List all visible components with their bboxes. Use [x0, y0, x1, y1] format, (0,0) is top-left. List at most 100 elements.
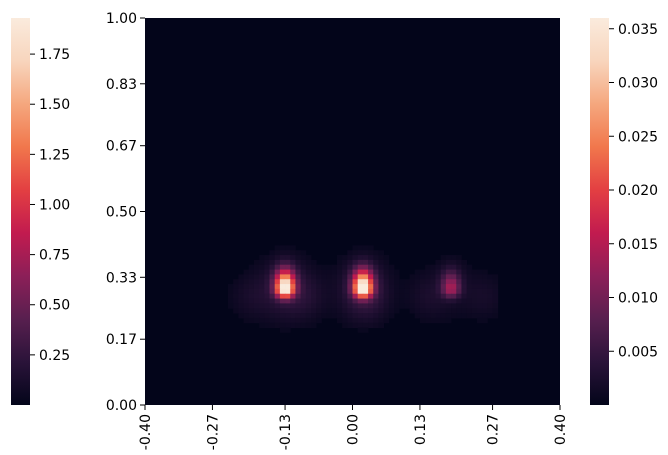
heatmap-cell	[430, 303, 436, 309]
heatmap-cell	[352, 313, 359, 319]
heatmap-cell	[414, 313, 421, 319]
heatmap-cell	[311, 317, 317, 324]
heatmap-cell	[347, 284, 353, 290]
colorbar-tick-label: 1.50	[39, 97, 70, 113]
heatmap-cell	[362, 313, 369, 319]
heatmap-cell	[336, 317, 343, 324]
heatmap-cell	[404, 288, 410, 295]
heatmap-cell	[300, 259, 307, 266]
heatmap-cell	[295, 317, 302, 324]
heatmap-cell	[419, 284, 426, 290]
heatmap-cell	[368, 264, 374, 270]
heatmap-cell	[295, 303, 302, 309]
heatmap-cell	[362, 279, 369, 285]
heatmap-cell	[487, 288, 493, 295]
heatmap-cell	[248, 298, 255, 304]
heatmap-cell	[274, 264, 281, 270]
heatmap-cell	[461, 259, 468, 266]
heatmap-cell	[492, 308, 499, 314]
heatmap-cell	[404, 279, 410, 285]
heatmap-cell	[305, 322, 312, 328]
heatmap-cell	[461, 284, 468, 290]
heatmap-cell	[373, 293, 379, 299]
heatmap-cell	[295, 264, 302, 270]
heatmap-cell	[264, 298, 270, 304]
heatmap-cell	[425, 269, 431, 275]
heatmap-cell	[378, 322, 385, 328]
heatmap-cell	[311, 298, 317, 304]
heatmap-cell	[461, 264, 468, 270]
heatmap-cell	[316, 274, 322, 280]
heatmap-cell	[477, 269, 483, 275]
heatmap-cell	[269, 284, 276, 290]
heatmap-cell	[326, 303, 333, 309]
heatmap-cell	[414, 274, 421, 280]
heatmap-cell	[279, 284, 286, 290]
heatmap-cell	[321, 293, 327, 299]
heatmap-cell	[269, 269, 276, 275]
heatmap-cell	[430, 308, 436, 314]
heatmap-cell	[279, 259, 286, 266]
heatmap-cell	[243, 293, 250, 299]
heatmap-cell	[331, 269, 338, 275]
heatmap-cell	[471, 308, 478, 314]
heatmap-cell	[425, 288, 431, 295]
heatmap-cell	[461, 303, 468, 309]
heatmap-cell	[253, 308, 260, 314]
heatmap-cell	[404, 303, 410, 309]
heatmap-cell	[264, 317, 270, 324]
heatmap-cell	[409, 279, 416, 285]
heatmap-cell	[248, 269, 255, 275]
heatmap-cell	[311, 264, 317, 270]
heatmap-cell	[482, 298, 488, 304]
heatmap-cell	[419, 269, 426, 275]
heatmap-cell	[373, 259, 379, 266]
heatmap-cell	[352, 245, 359, 251]
heatmap-cell	[466, 298, 473, 304]
heatmap-cell	[466, 279, 473, 285]
heatmap-cell	[409, 293, 416, 299]
heatmap-cell	[419, 279, 426, 285]
heatmap-cell	[378, 250, 385, 256]
heatmap-cell	[342, 317, 348, 324]
heatmap-cell	[274, 313, 281, 319]
heatmap-cell	[274, 250, 281, 256]
heatmap-cell	[409, 288, 416, 295]
heatmap-cell	[357, 288, 364, 295]
heatmap-cell	[362, 264, 369, 270]
heatmap-cell	[285, 327, 291, 333]
heatmap-cell	[378, 269, 385, 275]
heatmap-cell	[451, 279, 457, 285]
heatmap-cell	[482, 288, 488, 295]
heatmap-cell	[279, 255, 286, 261]
heatmap-cell	[316, 279, 322, 285]
heatmap-cell	[362, 317, 369, 324]
heatmap-cell	[269, 259, 276, 266]
heatmap-cell	[305, 279, 312, 285]
heatmap-cell	[243, 303, 250, 309]
left-colorbar-fill	[11, 18, 30, 405]
heatmap-cell	[326, 274, 333, 280]
heatmap-cell	[352, 284, 359, 290]
heatmap-cell	[321, 264, 327, 270]
heatmap-cell	[352, 250, 359, 256]
heatmap-cell	[326, 264, 333, 270]
heatmap-cell	[357, 255, 364, 261]
heatmap-cell	[414, 279, 421, 285]
y-tick-label: 0.00	[106, 398, 137, 414]
heatmap-cell	[419, 308, 426, 314]
heatmap-cell	[419, 313, 426, 319]
heatmap-cell	[383, 264, 390, 270]
heatmap-cell	[269, 308, 276, 314]
heatmap-cell	[321, 303, 327, 309]
heatmap-cell	[383, 303, 390, 309]
heatmap-cell	[279, 327, 286, 333]
heatmap-cell	[409, 274, 416, 280]
heatmap-cell	[368, 308, 374, 314]
heatmap-cell	[233, 308, 239, 314]
heatmap-cell	[399, 284, 405, 290]
heatmap-cell	[440, 308, 447, 314]
heatmap-cell	[347, 264, 353, 270]
heatmap-cell	[336, 255, 343, 261]
heatmap-cell	[383, 293, 390, 299]
